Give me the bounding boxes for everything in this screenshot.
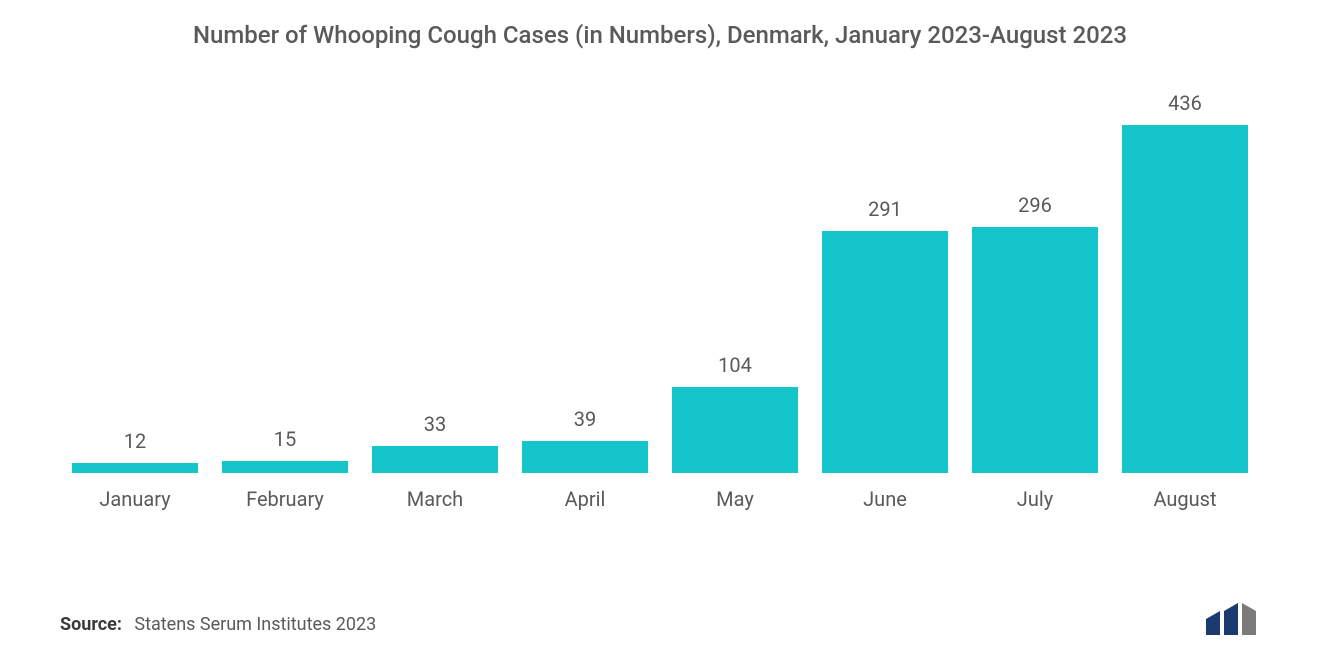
category-label: January xyxy=(99,487,170,511)
bar xyxy=(972,227,1098,473)
footer: Source: Statens Serum Institutes 2023 xyxy=(50,601,1270,635)
bar xyxy=(1122,125,1248,473)
source-text: Statens Serum Institutes 2023 xyxy=(134,614,376,635)
source-line: Source: Statens Serum Institutes 2023 xyxy=(60,614,376,635)
category-label: February xyxy=(246,487,324,511)
bar xyxy=(822,231,948,473)
bar-stack: 12 xyxy=(72,91,198,473)
value-label: 33 xyxy=(424,412,446,436)
bar-stack: 296 xyxy=(972,91,1098,473)
category-label: May xyxy=(716,487,754,511)
bar-stack: 436 xyxy=(1122,91,1248,473)
bar xyxy=(72,463,198,473)
value-label: 436 xyxy=(1168,91,1202,115)
category-label: August xyxy=(1153,487,1216,511)
bar-col-march: 33 March xyxy=(372,91,498,511)
value-label: 12 xyxy=(124,429,146,453)
category-label: June xyxy=(863,487,907,511)
bar xyxy=(222,461,348,473)
bar-col-august: 436 August xyxy=(1122,91,1248,511)
bar-col-may: 104 May xyxy=(672,91,798,511)
source-label: Source: xyxy=(60,614,122,635)
bar-stack: 291 xyxy=(822,91,948,473)
bar-col-february: 15 February xyxy=(222,91,348,511)
bar-stack: 39 xyxy=(522,91,648,473)
bar xyxy=(522,441,648,473)
bar xyxy=(672,387,798,473)
value-label: 39 xyxy=(574,407,596,431)
value-label: 104 xyxy=(718,353,752,377)
bar-stack: 33 xyxy=(372,91,498,473)
chart-title: Number of Whooping Cough Cases (in Numbe… xyxy=(50,20,1270,51)
category-label: March xyxy=(407,487,463,511)
chart-container: Number of Whooping Cough Cases (in Numbe… xyxy=(0,0,1320,665)
bar-stack: 104 xyxy=(672,91,798,473)
plot-area: 12 January 15 February 33 March 39 Ap xyxy=(50,91,1270,511)
value-label: 15 xyxy=(274,427,296,451)
brand-logo-icon xyxy=(1206,601,1260,635)
bar-col-july: 296 July xyxy=(972,91,1098,511)
value-label: 291 xyxy=(868,197,902,221)
bar-col-april: 39 April xyxy=(522,91,648,511)
bar-stack: 15 xyxy=(222,91,348,473)
bar-col-june: 291 June xyxy=(822,91,948,511)
bar-col-january: 12 January xyxy=(72,91,198,511)
value-label: 296 xyxy=(1018,193,1052,217)
bar xyxy=(372,446,498,473)
category-label: April xyxy=(565,487,606,511)
category-label: July xyxy=(1017,487,1053,511)
